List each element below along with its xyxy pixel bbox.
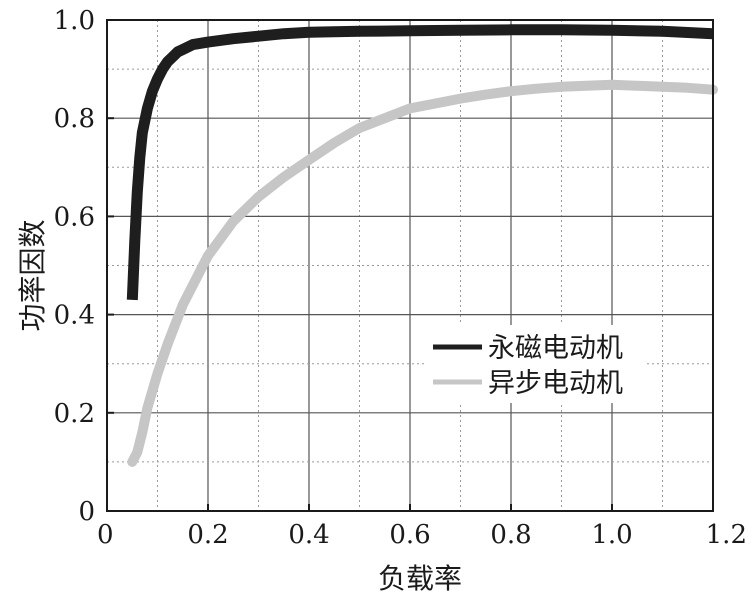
x-tick-label: 0.2 [187,520,228,550]
x-tick-label: 0.4 [288,520,329,550]
x-tick-label: 1.2 [706,520,747,550]
legend: 永磁电动机 异步电动机 [425,325,645,403]
x-tick-label: 0.8 [490,520,531,550]
legend-label-permanent-magnet: 永磁电动机 [488,333,623,364]
series-group [126,24,718,467]
y-tick-label: 0.2 [54,399,95,429]
x-tick-label: 0 [97,520,114,550]
y-tick-label: 0.4 [54,301,95,331]
x-tick-label: 0.6 [389,520,430,550]
legend-label-asynchronous: 异步电动机 [488,368,623,399]
series-line-asynchronous [127,79,718,467]
y-tick-label: 0.8 [54,104,95,134]
legend-background [425,325,645,403]
y-tick-label: 0.6 [54,202,95,232]
ticks [106,19,714,512]
x-tick-label: 1.0 [591,520,632,550]
y-tick-label: 1.0 [54,6,95,36]
x-axis-title: 负载率 [378,562,462,595]
y-axis-title: 功率因数 [16,219,49,331]
series-line-permanent-magnet [126,24,714,301]
y-tick-label: 0 [78,497,95,527]
tick-labels: 0 0.2 0.4 0.6 0.8 1.0 1.2 0 0.2 0.4 0.6 0.8 1.0 [54,6,747,550]
